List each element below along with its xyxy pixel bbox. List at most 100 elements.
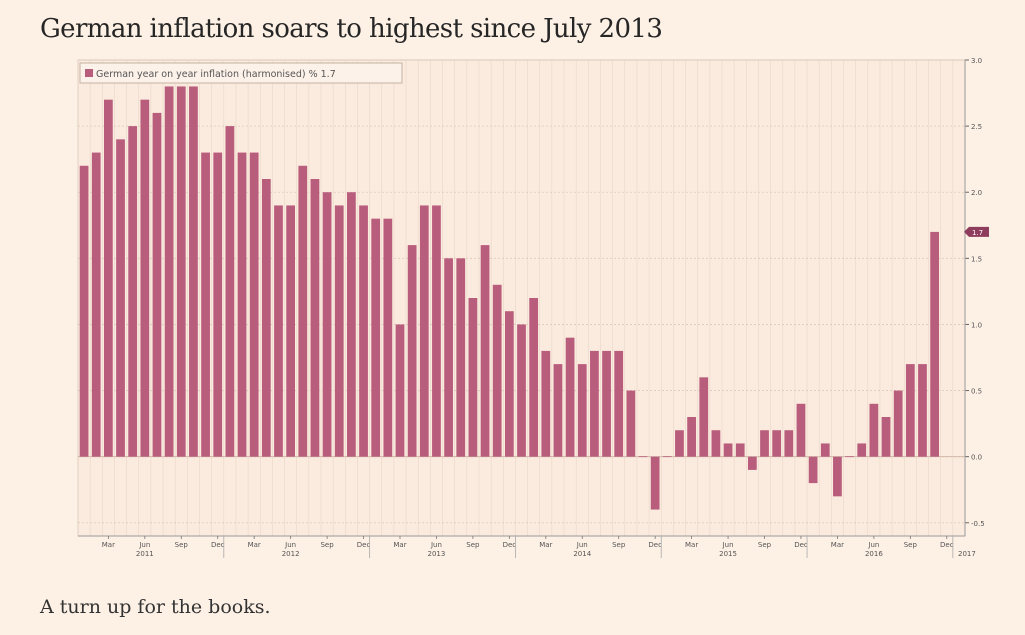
bar (772, 430, 782, 457)
bar (881, 417, 891, 457)
bar (201, 152, 210, 457)
bar (140, 99, 150, 457)
bar (905, 364, 915, 457)
bar (747, 456, 757, 470)
caption: A turn up for the books. (40, 596, 271, 618)
bar (553, 364, 563, 457)
x-tick-label: Sep (466, 541, 480, 549)
bar (614, 350, 624, 457)
bar (79, 165, 89, 457)
bar (869, 403, 879, 457)
bar (650, 456, 660, 510)
bar (274, 205, 283, 457)
bar (760, 430, 769, 457)
x-tick-label: Mar (102, 541, 115, 549)
bar (638, 456, 648, 458)
bar (249, 152, 259, 457)
bar (711, 430, 721, 457)
bar (845, 456, 854, 458)
bar (590, 350, 599, 457)
y-tick-label: -0.5 (971, 520, 985, 528)
x-tick-label: Dec (794, 541, 808, 549)
y-tick-label: 2.5 (971, 123, 982, 131)
x-tick-label: Jun (138, 541, 150, 549)
bar (857, 443, 867, 457)
bar (359, 205, 368, 457)
x-tick-label: Dec (211, 541, 225, 549)
bar (347, 192, 356, 457)
bar (310, 179, 320, 457)
bar (176, 86, 186, 457)
bar (468, 298, 478, 457)
legend-box (79, 62, 403, 84)
bar (626, 390, 636, 457)
x-tick-label: Mar (393, 541, 406, 549)
x-year-label: 2013 (428, 550, 446, 558)
bar (164, 86, 174, 457)
y-tick-label: 3.0 (971, 57, 982, 65)
x-tick-label: Mar (248, 541, 261, 549)
plot-background (77, 59, 966, 537)
bar (833, 456, 842, 497)
x-year-label: 2017 (958, 550, 976, 558)
bar (383, 218, 393, 457)
inflation-bar-chart: -0.5 0.0 0.5 1.0 1.5 2.0 2.5 3.0 1.7 German year … (77, 57, 989, 558)
bar (808, 456, 818, 484)
headline: German inflation soars to highest since … (40, 14, 663, 44)
x-tick-label: Jun (722, 541, 734, 549)
bar (395, 324, 405, 457)
x-tick-label: Sep (175, 541, 189, 549)
bar (371, 218, 381, 457)
chart-area: -0.5 0.0 0.5 1.0 1.5 2.0 2.5 3.0 1.7 German year … (0, 56, 1025, 576)
legend-swatch (85, 69, 93, 77)
bar (213, 152, 223, 457)
x-tick-label: Mar (685, 541, 698, 549)
bar (930, 231, 939, 457)
bar (504, 311, 514, 457)
bar (565, 337, 575, 457)
last-value-marker (964, 226, 989, 237)
x-tick-label: Mar (831, 541, 844, 549)
bar (91, 152, 101, 457)
bar (152, 112, 162, 457)
bar (784, 430, 794, 457)
x-year-label: 2016 (865, 550, 883, 558)
bar (723, 443, 733, 457)
bar (444, 258, 453, 457)
x-tick-label: Dec (357, 541, 371, 549)
x-tick-label: Sep (612, 541, 626, 549)
x-tick-label: Dec (503, 541, 517, 549)
bar (662, 456, 672, 458)
y-tick-label: 0.5 (971, 388, 982, 396)
legend-label: German year on year inflation (harmonise… (96, 69, 336, 80)
bar (128, 126, 138, 457)
bar (116, 139, 125, 457)
x-tick-label: Sep (904, 541, 918, 549)
bar (492, 284, 502, 457)
bar (675, 430, 684, 457)
bar (261, 179, 271, 457)
x-tick-label: Mar (539, 541, 552, 549)
y-tick-label: 2.0 (971, 189, 982, 197)
last-value-label: 1.7 (972, 229, 983, 237)
bar (529, 298, 539, 457)
bar (517, 324, 526, 457)
x-tick-label: Jun (576, 541, 588, 549)
bar (322, 192, 332, 457)
bar (735, 443, 745, 457)
x-tick-label: Jun (430, 541, 442, 549)
bar (602, 350, 611, 457)
x-year-label: 2015 (719, 550, 737, 558)
x-tick-label: Sep (320, 541, 334, 549)
x-year-label: 2012 (282, 550, 300, 558)
bar (407, 245, 417, 457)
bar (480, 245, 490, 457)
bar (820, 443, 830, 457)
bar (298, 165, 308, 457)
bar (225, 126, 235, 457)
bar (237, 152, 247, 457)
x-tick-label: Jun (867, 541, 879, 549)
x-year-label: 2011 (136, 550, 154, 558)
bar (541, 350, 551, 457)
bar (432, 205, 441, 457)
